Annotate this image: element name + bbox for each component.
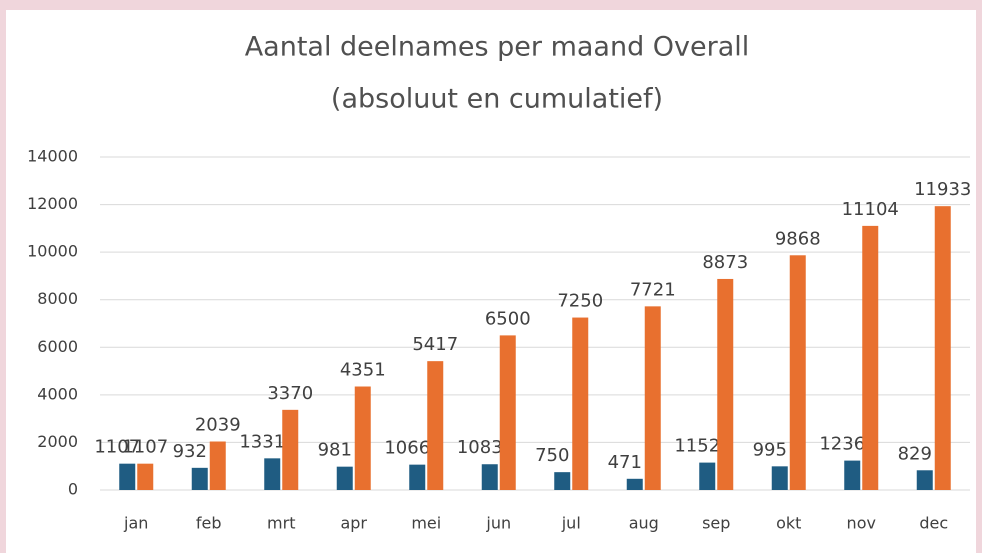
data-label: 829 <box>898 443 932 464</box>
data-label: 2039 <box>195 415 241 436</box>
data-label: 1066 <box>384 438 430 459</box>
bar <box>572 317 589 490</box>
bar <box>354 386 371 490</box>
x-tick-label: sep <box>702 514 730 533</box>
data-label: 9868 <box>775 228 821 249</box>
y-tick-label: 14000 <box>27 147 78 166</box>
data-label: 7250 <box>557 291 603 312</box>
bar <box>209 441 226 490</box>
data-label: 7721 <box>630 279 676 300</box>
data-label: 1083 <box>457 437 503 458</box>
data-label: 750 <box>535 445 569 466</box>
data-label: 471 <box>608 452 642 473</box>
bar <box>844 460 861 490</box>
data-label: 995 <box>753 439 787 460</box>
x-tick-label: mrt <box>267 514 295 533</box>
y-tick-label: 4000 <box>37 384 78 403</box>
y-tick-label: 2000 <box>37 432 78 451</box>
x-tick-label: apr <box>340 514 367 533</box>
data-label: 11104 <box>842 199 899 220</box>
data-label: 981 <box>318 440 352 461</box>
data-label: 1152 <box>674 436 720 457</box>
x-tick-label: mei <box>411 514 441 533</box>
bar <box>481 464 498 490</box>
data-label: 11933 <box>914 179 971 200</box>
x-tick-label: dec <box>919 514 948 533</box>
bar <box>554 472 571 490</box>
data-label: 8873 <box>702 252 748 273</box>
x-tick-label: nov <box>847 514 876 533</box>
bar <box>699 462 716 490</box>
data-label: 4351 <box>340 360 386 381</box>
bar <box>264 458 281 490</box>
x-tick-label: okt <box>776 514 801 533</box>
bar <box>644 306 661 490</box>
y-tick-label: 8000 <box>37 289 78 308</box>
data-label: 1107 <box>122 437 168 458</box>
bar <box>626 478 643 490</box>
x-tick-label: aug <box>629 514 659 533</box>
bar <box>282 409 299 490</box>
y-tick-label: 12000 <box>27 194 78 213</box>
x-tick-label: jun <box>485 514 511 533</box>
chart-area <box>6 10 976 553</box>
data-label: 932 <box>173 441 207 462</box>
data-label: 6500 <box>485 308 531 329</box>
x-tick-label: feb <box>196 514 222 533</box>
chart-subtitle: (absoluut en cumulatief) <box>331 84 663 115</box>
bar <box>499 335 516 490</box>
y-tick-label: 6000 <box>37 337 78 356</box>
bar <box>119 463 136 490</box>
bar <box>717 278 734 490</box>
y-tick-label: 10000 <box>27 242 78 261</box>
chart-title: Aantal deelnames per maand Overall <box>245 32 750 63</box>
bar <box>862 225 879 490</box>
data-label: 1331 <box>239 431 285 452</box>
bar <box>191 467 208 490</box>
bar <box>409 464 426 490</box>
bar <box>789 255 806 490</box>
data-label: 3370 <box>267 383 313 404</box>
x-tick-label: jul <box>561 514 581 533</box>
data-label: 5417 <box>412 334 458 355</box>
data-label: 1236 <box>819 434 865 455</box>
data-label: 1107 <box>94 437 140 458</box>
y-tick-label: 0 <box>68 480 78 499</box>
bar <box>916 470 933 490</box>
bar <box>771 466 788 490</box>
bar <box>934 206 951 490</box>
bar <box>427 361 444 490</box>
bar <box>336 466 353 490</box>
bar <box>137 463 154 490</box>
x-tick-label: jan <box>123 514 148 533</box>
